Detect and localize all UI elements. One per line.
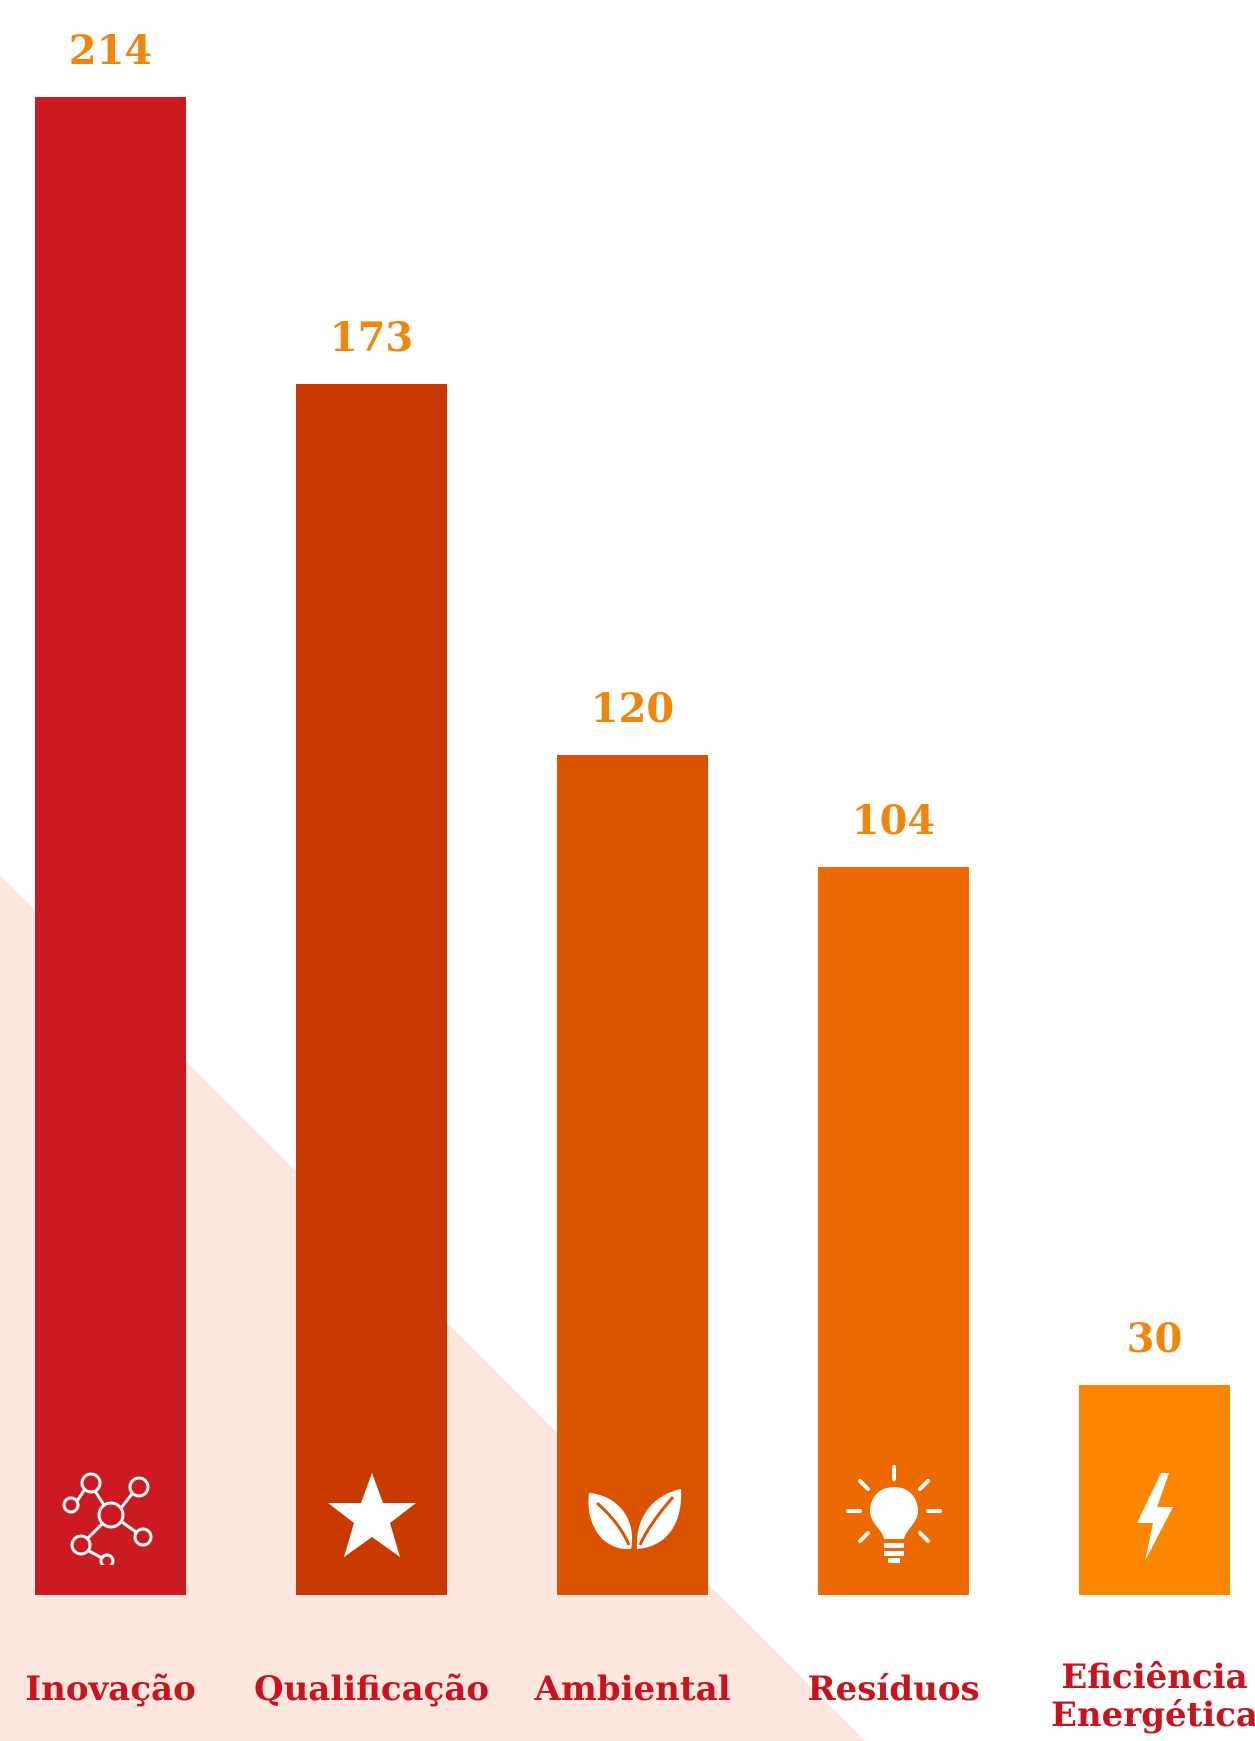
network-icon <box>61 1465 161 1565</box>
bar-1 <box>296 384 447 1595</box>
value-label-4: 30 <box>1126 1315 1183 1362</box>
category-label-1: Qualificação <box>253 1669 490 1709</box>
value-label-2: 120 <box>590 685 675 732</box>
value-label-3: 104 <box>851 797 936 844</box>
category-label-3: Resíduos <box>807 1669 980 1709</box>
bar-0 <box>35 97 186 1595</box>
category-label-0: Inovação <box>25 1669 196 1709</box>
lightbulb-icon <box>844 1465 944 1565</box>
category-label-4: Eficiência Energética <box>1051 1657 1255 1735</box>
value-label-0: 214 <box>68 27 153 74</box>
category-label-2: Ambiental <box>534 1669 731 1709</box>
leaf-icon <box>583 1465 683 1565</box>
value-label-1: 173 <box>329 314 414 361</box>
star-icon <box>322 1465 422 1565</box>
lightning-icon <box>1105 1465 1205 1565</box>
bar-2 <box>557 755 708 1595</box>
